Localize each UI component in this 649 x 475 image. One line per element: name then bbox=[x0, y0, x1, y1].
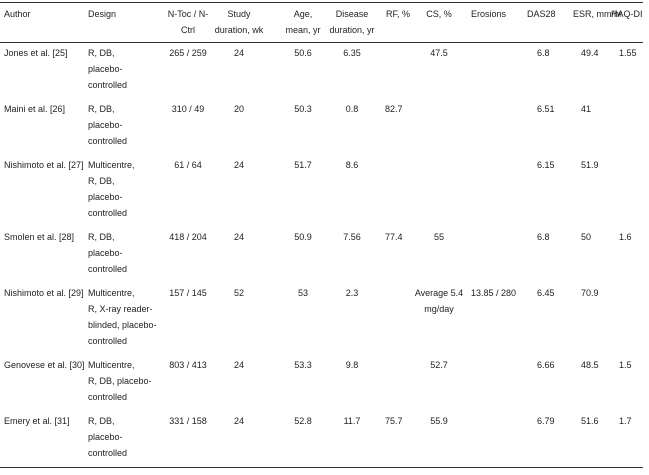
cell-ntoc: 803 / 413 bbox=[169, 360, 207, 370]
cell-disease: 6.35 bbox=[343, 48, 361, 58]
cell-design: Multicentre, R, DB, placebo-controlled bbox=[88, 360, 152, 402]
cell-author: Nishimoto et al. [27] bbox=[4, 160, 84, 170]
cell-age: 53.3 bbox=[294, 360, 312, 370]
header-das28: DAS28 bbox=[527, 9, 556, 19]
cell-esr: 41 bbox=[581, 104, 592, 114]
cell-ntoc: 310 / 49 bbox=[171, 104, 205, 114]
cell-cs: 52.7 bbox=[430, 360, 448, 370]
cell-ntoc: 157 / 145 bbox=[169, 288, 207, 298]
cell-haq-di: 1.7 bbox=[619, 416, 632, 426]
cell-age: 50.9 bbox=[294, 232, 312, 242]
cell-das28: 6.51 bbox=[537, 104, 555, 114]
cell-ntoc: 331 / 158 bbox=[169, 416, 207, 426]
cell-author: Jones et al. [25] bbox=[4, 48, 68, 58]
cell-duration: 24 bbox=[233, 232, 244, 242]
cell-disease: 8.6 bbox=[345, 160, 359, 170]
cell-haq-di: 1.5 bbox=[619, 360, 632, 370]
header-haq-di: HAQ-DI bbox=[611, 9, 643, 19]
cell-das28: 6.8 bbox=[537, 48, 550, 58]
cell-author: Genovese et al. [30] bbox=[4, 360, 85, 370]
cell-author: Maini et al. [26] bbox=[4, 104, 66, 114]
header-disease-duration: Disease duration, yr bbox=[329, 9, 375, 35]
cell-author: Smolen et al. [28] bbox=[4, 232, 75, 242]
cell-duration: 20 bbox=[233, 104, 244, 114]
cell-design: Multicentre, R, DB, placebo-controlled bbox=[88, 160, 135, 218]
cell-duration: 24 bbox=[233, 416, 244, 426]
cell-esr: 51.9 bbox=[581, 160, 599, 170]
cell-age: 50.3 bbox=[294, 104, 312, 114]
cell-esr: 48.5 bbox=[581, 360, 599, 370]
header-bottom-rule bbox=[0, 42, 643, 43]
header-study-duration: Study duration, wk bbox=[214, 9, 264, 35]
cell-design: Multicentre, R, X-ray reader-blinded, pla… bbox=[88, 288, 157, 346]
cell-disease: 11.7 bbox=[343, 416, 361, 426]
cell-cs: 55.9 bbox=[430, 416, 448, 426]
cell-duration: 52 bbox=[233, 288, 244, 298]
cell-cs: 55 bbox=[433, 232, 444, 242]
cell-esr: 49.4 bbox=[581, 48, 599, 58]
cell-das28: 6.8 bbox=[537, 232, 550, 242]
cell-das28: 6.15 bbox=[537, 160, 555, 170]
cell-ntoc: 418 / 204 bbox=[169, 232, 207, 242]
cell-cs: Average 5.4 mg/day bbox=[414, 288, 464, 314]
cell-rf: 82.7 bbox=[385, 104, 403, 114]
cell-author: Nishimoto et al. [29] bbox=[4, 288, 84, 298]
cell-disease: 7.56 bbox=[343, 232, 361, 242]
cell-haq-di: 1.6 bbox=[619, 232, 632, 242]
cell-design: R, DB, placebo-controlled bbox=[88, 104, 128, 146]
cell-haq-di: 1.55 bbox=[619, 48, 637, 58]
cell-age: 51.7 bbox=[294, 160, 312, 170]
header-rf: RF, % bbox=[385, 9, 410, 19]
header-cs: CS, % bbox=[426, 9, 452, 19]
cell-erosions: 13.85 / 280 bbox=[471, 288, 517, 298]
cell-design: R, DB, placebo-controlled bbox=[88, 416, 128, 458]
cell-das28: 6.66 bbox=[537, 360, 555, 370]
cell-age: 50.6 bbox=[294, 48, 312, 58]
table-top-rule bbox=[0, 2, 643, 3]
cell-duration: 24 bbox=[233, 48, 244, 58]
cell-disease: 9.8 bbox=[345, 360, 359, 370]
cell-esr: 51.6 bbox=[581, 416, 599, 426]
cell-design: R, DB, placebo-controlled bbox=[88, 232, 128, 274]
cell-age: 52.8 bbox=[294, 416, 312, 426]
cell-disease: 0.8 bbox=[345, 104, 359, 114]
cell-duration: 24 bbox=[233, 160, 244, 170]
cell-design: R, DB, placebo-controlled bbox=[88, 48, 128, 90]
header-esr: ESR, mm/hr bbox=[573, 9, 623, 19]
cell-ntoc: 61 / 64 bbox=[174, 160, 202, 170]
header-erosions: Erosions bbox=[471, 9, 507, 19]
header-author: Author bbox=[4, 9, 31, 19]
cell-das28: 6.45 bbox=[537, 288, 555, 298]
cell-age: 53 bbox=[297, 288, 308, 298]
header-design: Design bbox=[88, 9, 117, 19]
cell-duration: 24 bbox=[233, 360, 244, 370]
header-ntoc: N-Toc / N- Ctrl bbox=[167, 9, 209, 35]
cell-rf: 75.7 bbox=[385, 416, 403, 426]
cell-esr: 50 bbox=[581, 232, 592, 242]
cell-das28: 6.79 bbox=[537, 416, 555, 426]
cell-rf: 77.4 bbox=[385, 232, 403, 242]
cell-esr: 70.9 bbox=[581, 288, 599, 298]
cell-cs: 47.5 bbox=[430, 48, 448, 58]
cell-ntoc: 265 / 259 bbox=[169, 48, 207, 58]
table-bottom-rule bbox=[0, 467, 643, 468]
header-age: Age, mean, yr bbox=[285, 9, 321, 35]
cell-author: Emery et al. [31] bbox=[4, 416, 70, 426]
cell-disease: 2.3 bbox=[345, 288, 359, 298]
